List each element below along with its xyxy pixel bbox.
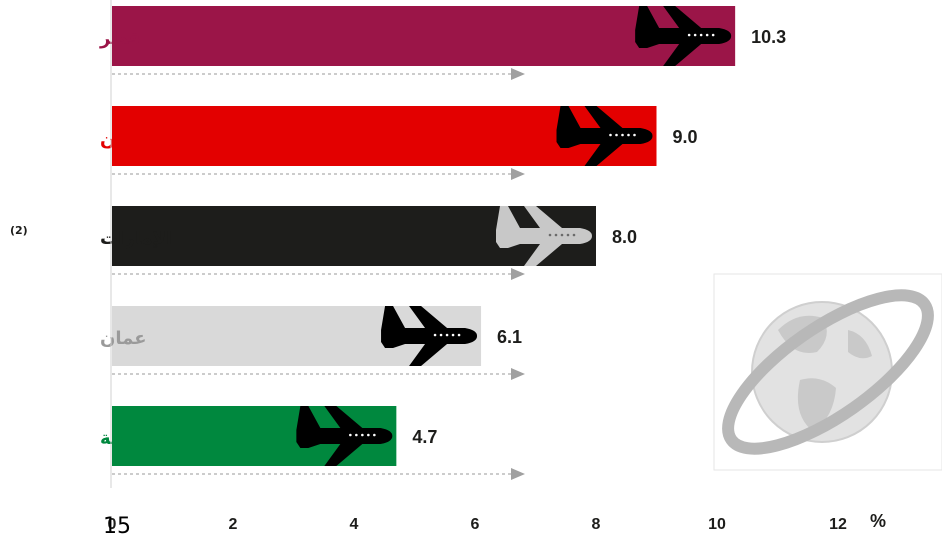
airplane-icon [635, 6, 732, 66]
airplane-icon [296, 406, 393, 466]
bar [112, 6, 736, 66]
bar-group: 6.1 عمان [100, 306, 525, 380]
x-tick-label: 8 [592, 516, 601, 533]
value-label: 4.7 [412, 427, 437, 447]
page-number: 15 [103, 514, 131, 539]
value-label: 9.0 [673, 127, 698, 147]
x-tick-label: 4 [350, 516, 359, 533]
category-label: الإمارات [100, 228, 172, 249]
category-label: البحرين [100, 128, 167, 149]
x-tick-label: 6 [471, 516, 480, 533]
category-label: السعودية [100, 428, 180, 449]
x-unit-label: % [870, 511, 886, 531]
value-label: 10.3 [751, 27, 786, 47]
category-footnote: (2) [10, 224, 28, 237]
bars-layer: 10.3 قطر 9.0 البحرين 8.0 الإمارات (2) 6.1 عمان 4.… [10, 6, 786, 480]
x-axis-ticks: 0 2 4 6 8 10 12% [108, 0, 886, 533]
x-tick-label: 12 [829, 516, 847, 533]
category-label: قطر [99, 28, 141, 49]
bar-group: 9.0 البحرين [100, 106, 698, 180]
x-tick-label: 10 [708, 516, 726, 533]
x-tick-label: 2 [229, 516, 238, 533]
bar-group: 10.3 قطر [99, 6, 786, 80]
airplane-icon [556, 106, 653, 166]
airplane-icon [381, 306, 478, 366]
airplane-icon [496, 206, 592, 266]
value-label: 8.0 [612, 227, 637, 247]
category-label: عمان [100, 328, 147, 349]
x-tick-label: 0 [108, 516, 117, 533]
bar-group: 8.0 الإمارات (2) [10, 206, 637, 280]
globe-orbit-logo [713, 273, 942, 471]
bar-group: 4.7 السعودية [100, 406, 525, 480]
value-label: 6.1 [497, 327, 522, 347]
